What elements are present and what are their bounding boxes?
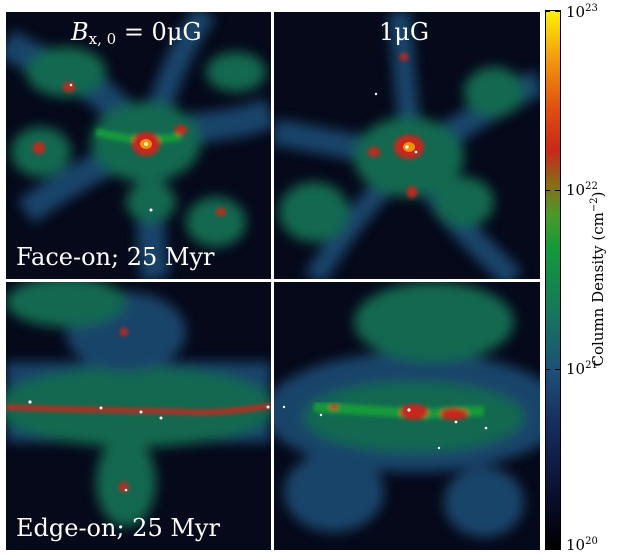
edge-on-caption: Edge-on; 25 Myr — [16, 514, 220, 542]
colorbar-tick-label: 1022 — [566, 181, 598, 199]
magnetic-field-label-b1: 1μG — [379, 18, 430, 46]
colorbar-tick — [555, 190, 560, 191]
colorbar-tick — [555, 11, 560, 12]
panel-face-on-b1: 1μG — [274, 12, 540, 279]
colorbar — [545, 10, 561, 550]
colorbar-tick-label: 1023 — [566, 3, 598, 21]
colorbar-tick — [555, 369, 560, 370]
density-map-face-on-b0 — [6, 12, 271, 279]
face-on-caption: Face-on; 25 Myr — [16, 243, 215, 271]
panel-edge-on-b0: Edge-on; 25 Myr — [6, 282, 271, 550]
colorbar-title: Column Density (cm−2) — [589, 191, 607, 367]
colorbar-tick — [545, 547, 550, 548]
colorbar-tick — [545, 11, 550, 12]
magnetic-field-label-b0: Bx, 0 = 0μG — [71, 18, 202, 48]
colorbar-tick — [545, 190, 550, 191]
density-map-edge-on-b0 — [6, 282, 271, 550]
colorbar-tick — [545, 369, 550, 370]
colorbar-tick-label: 1020 — [566, 536, 598, 554]
panel-face-on-b0: Bx, 0 = 0μG Face-on; 25 Myr — [6, 12, 271, 279]
panel-edge-on-b1 — [274, 282, 540, 550]
density-map-edge-on-b1 — [274, 282, 540, 550]
colorbar-tick-label: 1021 — [566, 360, 598, 378]
density-map-face-on-b1 — [274, 12, 540, 279]
colorbar-tick — [555, 547, 560, 548]
